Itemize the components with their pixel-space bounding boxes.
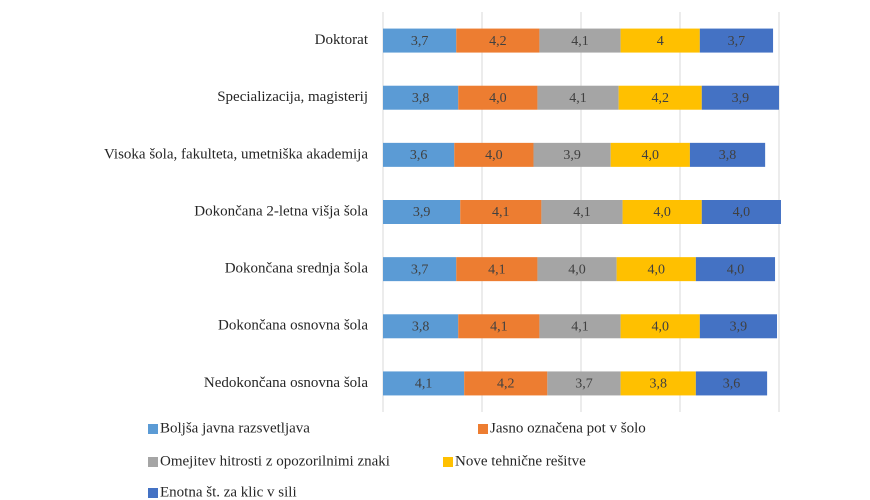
bar-segment: [695, 371, 768, 396]
value-label: 3,9: [732, 91, 750, 106]
value-label: 3,9: [413, 205, 431, 220]
value-label: 4,0: [485, 148, 503, 163]
bar-segment: [456, 28, 540, 53]
bar-segment: [383, 28, 457, 53]
bar-segment: [616, 257, 696, 282]
bar-segment: [458, 85, 538, 110]
value-label: 4,0: [727, 262, 745, 277]
bar-segment: [539, 314, 621, 339]
value-label: 3,8: [719, 148, 737, 163]
bar-segment: [618, 85, 702, 110]
value-label: 4,1: [415, 377, 433, 392]
category-label: Specializacija, magisterij: [217, 89, 368, 105]
bar-segment: [620, 314, 700, 339]
bar-segment: [383, 200, 461, 224]
legend-label: Jasno označena pot v šolo: [490, 420, 646, 436]
value-label: 4,0: [651, 320, 669, 335]
value-label: 4,2: [651, 91, 669, 106]
bar-segment: [701, 85, 779, 110]
legend-label: Boljša javna razsvetljava: [160, 420, 310, 436]
value-label: 4,1: [569, 91, 587, 106]
category-label: Dokončana srednja šola: [225, 261, 369, 277]
bar-segment: [383, 371, 465, 396]
value-label: 4,1: [490, 320, 508, 335]
bar-segment: [464, 371, 548, 396]
value-label: 4,0: [733, 205, 751, 220]
value-label: 4,1: [571, 34, 589, 49]
value-label: 4,0: [568, 262, 586, 277]
bar-segment: [620, 28, 700, 53]
value-label: 4,1: [492, 205, 510, 220]
value-label: 3,6: [410, 148, 428, 163]
bar-segment: [383, 85, 459, 110]
legend-swatch: [148, 457, 158, 467]
value-label: 3,7: [411, 262, 429, 277]
value-label: 3,8: [412, 320, 430, 335]
value-label: 4,0: [489, 91, 507, 106]
category-label: Nedokončana osnovna šola: [204, 375, 368, 391]
value-label: 4,0: [647, 262, 665, 277]
bar-segment: [383, 314, 459, 339]
value-label: 4,1: [573, 205, 591, 220]
category-label: Dokončana osnovna šola: [218, 318, 368, 334]
bar-segment: [383, 142, 455, 167]
category-label: Dokončana 2-letna višja šola: [194, 203, 368, 219]
bar-segment: [537, 85, 619, 110]
value-label: 3,7: [728, 34, 746, 49]
value-label: 4,1: [488, 262, 506, 277]
legend-label: Omejitev hitrosti z opozorilnimi znaki: [160, 453, 390, 469]
legend-swatch: [478, 424, 488, 434]
value-label: 4: [657, 34, 664, 49]
bar-segment: [622, 200, 702, 224]
legend-label: Nove tehnične rešitve: [455, 453, 586, 469]
bar-segment: [460, 200, 542, 224]
value-label: 3,7: [575, 377, 593, 392]
bar-segment: [699, 314, 778, 339]
value-label: 3,8: [649, 377, 667, 392]
value-label: 4,1: [571, 320, 589, 335]
bar-segment: [533, 142, 611, 167]
value-label: 4,0: [653, 205, 671, 220]
bar-segment: [689, 142, 766, 167]
category-label: Visoka šola, fakulteta, umetniška akadem…: [104, 146, 368, 162]
bar-segment: [383, 257, 457, 282]
bar-segment: [537, 257, 617, 282]
legend-swatch: [148, 424, 158, 434]
category-label: Doktorat: [315, 32, 369, 48]
bar-segment: [456, 257, 538, 282]
bar-segment: [454, 142, 534, 167]
bar-segment: [547, 371, 621, 396]
value-label: 3,6: [723, 377, 741, 392]
legend-label: Enotna št. za klic v sili: [160, 484, 297, 500]
value-label: 3,8: [412, 91, 430, 106]
value-label: 4,0: [642, 148, 660, 163]
bar-segment: [458, 314, 540, 339]
bar-segment: [541, 200, 623, 224]
bar-segment: [699, 28, 774, 53]
bar-segment: [539, 28, 621, 53]
bar-segment: [610, 142, 690, 167]
value-label: 3,7: [411, 34, 429, 49]
value-label: 3,9: [563, 148, 581, 163]
bar-segment: [701, 200, 781, 224]
bar-segment: [620, 371, 696, 396]
bar-segment: [695, 257, 776, 282]
legend-swatch: [148, 488, 158, 498]
value-label: 4,2: [497, 377, 515, 392]
value-label: 3,9: [730, 320, 748, 335]
legend-swatch: [443, 457, 453, 467]
value-label: 4,2: [489, 34, 507, 49]
